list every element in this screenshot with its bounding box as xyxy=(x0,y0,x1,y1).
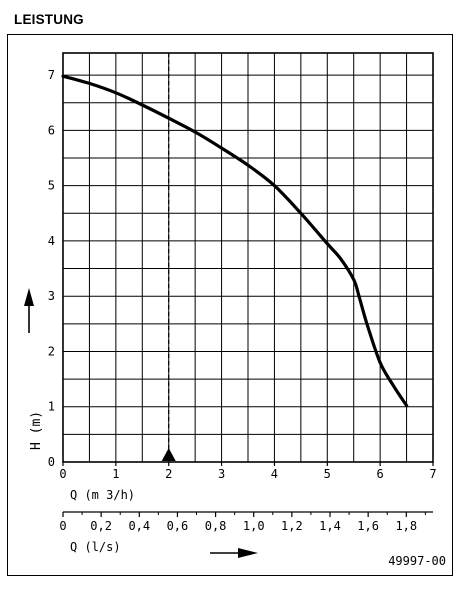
x2-tick-label: 0,6 xyxy=(167,519,189,533)
y-tick-label: 3 xyxy=(48,289,55,303)
x2-tick-label: 0,8 xyxy=(205,519,227,533)
x-tick-label: 2 xyxy=(165,467,172,481)
figure-code: 49997-00 xyxy=(388,554,446,568)
y-axis-up-arrow-icon xyxy=(24,288,34,333)
y-tick-label: 6 xyxy=(48,123,55,137)
y-tick-label: 4 xyxy=(48,234,55,248)
x-tick-label: 3 xyxy=(218,467,225,481)
x2-tick-label: 0,4 xyxy=(128,519,150,533)
performance-curve xyxy=(61,74,409,408)
y-tick-label: 5 xyxy=(48,179,55,193)
x-axis-right-arrow-icon xyxy=(210,548,258,558)
x2-tick-label: 1,4 xyxy=(319,519,341,533)
x2-tick-label: 0 xyxy=(59,519,66,533)
x-tick-label: 1 xyxy=(112,467,119,481)
page-title: LEISTUNG xyxy=(14,12,84,27)
y-axis-label: H (m) xyxy=(29,411,44,450)
x-axis-label-m3h: Q (m 3/h) xyxy=(70,488,135,502)
x-axis-label-ls: Q (l/s) xyxy=(70,540,121,554)
x-tick-label: 0 xyxy=(59,467,66,481)
y-tick-label: 0 xyxy=(48,455,55,469)
y-tick-label: 2 xyxy=(48,344,55,358)
x2-tick-label: 1,0 xyxy=(243,519,265,533)
reference-triangle-marker xyxy=(161,448,176,461)
x-tick-label: 7 xyxy=(429,467,436,481)
x-tick-label: 4 xyxy=(271,467,278,481)
x2-tick-label: 1,2 xyxy=(281,519,303,533)
x2-tick-label: 1,6 xyxy=(357,519,379,533)
chart-frame xyxy=(7,34,453,576)
y-tick-label: 1 xyxy=(48,400,55,414)
x2-tick-label: 0,2 xyxy=(90,519,112,533)
x-tick-label: 6 xyxy=(377,467,384,481)
x2-tick-label: 1,8 xyxy=(395,519,417,533)
y-tick-label: 7 xyxy=(48,68,55,82)
x-tick-label: 5 xyxy=(324,467,331,481)
